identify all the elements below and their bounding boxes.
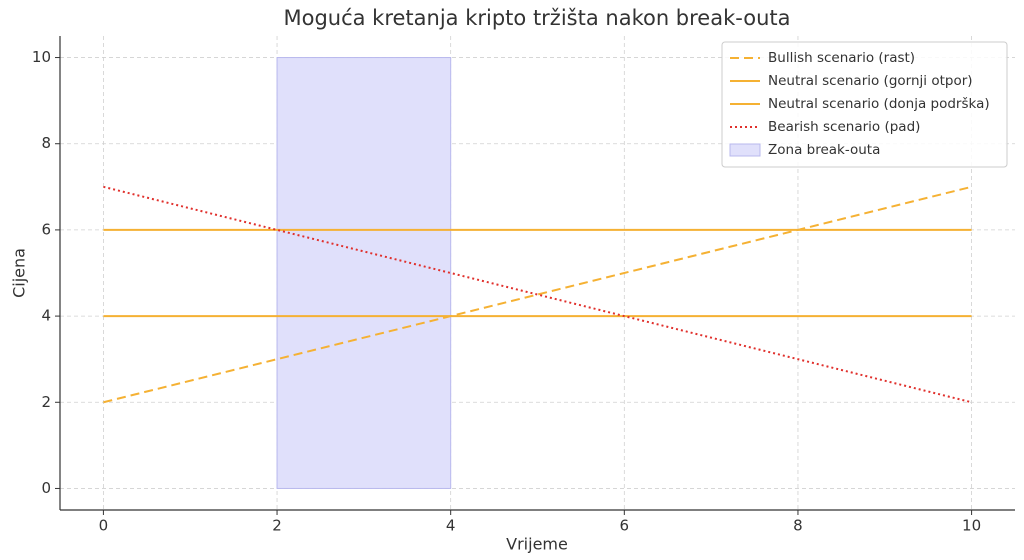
y-tick-label: 8 <box>41 134 51 152</box>
series-line <box>103 185 972 404</box>
y-tick-label: 0 <box>41 479 51 497</box>
y-axis-label: Cijena <box>10 248 29 298</box>
y-tick-label: 6 <box>41 220 51 238</box>
legend-label: Neutral scenario (gornji otpor) <box>768 73 973 89</box>
x-tick-label: 2 <box>272 517 282 535</box>
legend-box <box>721 41 1008 168</box>
chart-title: Moguća kretanja kripto tržišta nakon bre… <box>283 6 790 30</box>
legend-label: Bearish scenario (pad) <box>768 119 920 135</box>
series-line <box>103 185 972 404</box>
x-tick-label: 4 <box>446 517 456 535</box>
legend-label: Bullish scenario (rast) <box>768 50 915 66</box>
y-tick-label: 2 <box>41 393 51 411</box>
legend-swatch <box>729 143 761 157</box>
y-tick-label: 4 <box>41 307 51 325</box>
legend-label: Neutral scenario (donja podrška) <box>768 96 990 112</box>
y-tick-label: 10 <box>32 48 51 66</box>
break-out-zone <box>276 57 452 489</box>
x-tick-label: 0 <box>99 517 109 535</box>
x-axis-label: Vrijeme <box>506 535 568 554</box>
x-tick-label: 6 <box>620 517 630 535</box>
x-tick-label: 10 <box>962 517 981 535</box>
legend-label: Zona break-outa <box>768 142 880 158</box>
x-tick-label: 8 <box>793 517 803 535</box>
